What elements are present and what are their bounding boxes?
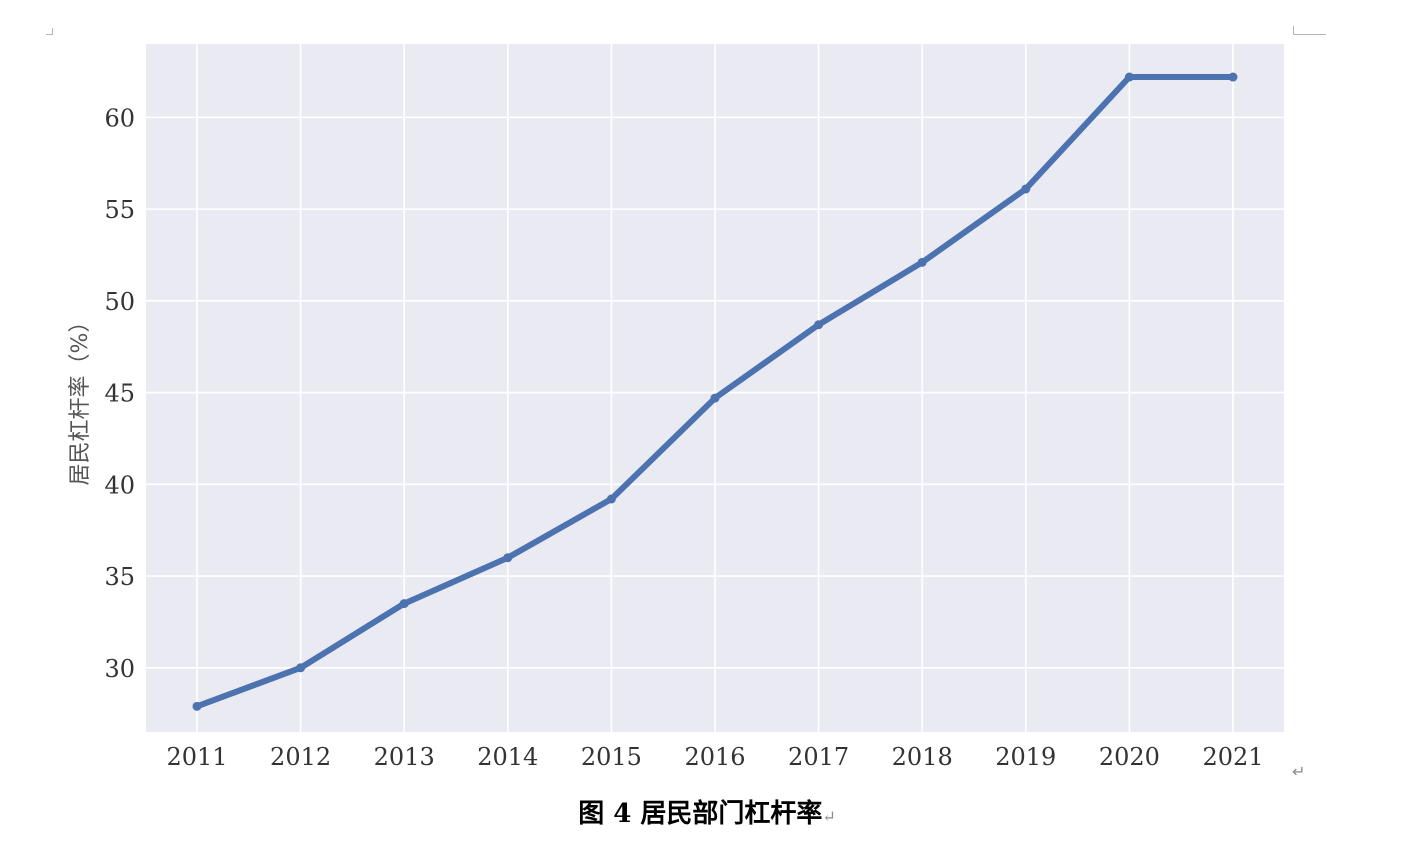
data-point xyxy=(710,393,720,403)
x-tick-label: 2012 xyxy=(270,743,331,771)
data-point xyxy=(1124,72,1134,82)
y-tick-label: 50 xyxy=(104,288,135,316)
x-tick-label: 2016 xyxy=(684,743,745,771)
data-point xyxy=(606,494,616,504)
x-tick-label: 2011 xyxy=(166,743,227,771)
x-tick-label: 2019 xyxy=(995,743,1056,771)
y-tick-label: 60 xyxy=(104,104,135,132)
data-point xyxy=(192,701,202,711)
x-tick-label: 2020 xyxy=(1099,743,1160,771)
caption-text: 图 4 居民部门杠杆率 xyxy=(578,799,823,829)
grid-lines xyxy=(146,44,1284,732)
y-tick-label: 45 xyxy=(104,380,135,408)
corner-mark-top-left xyxy=(46,28,53,35)
y-tick-labels: 30 35 40 45 50 55 60 xyxy=(104,104,135,682)
paragraph-mark: ↵ xyxy=(822,807,836,826)
data-point xyxy=(503,553,513,563)
paragraph-mark-chart: ↵ xyxy=(1292,762,1306,781)
y-tick-label: 55 xyxy=(104,196,135,224)
y-tick-label: 30 xyxy=(104,655,135,683)
data-point xyxy=(296,663,306,673)
data-point xyxy=(814,320,824,330)
figure-caption: 图 4 居民部门杠杆率↵ xyxy=(0,793,1414,830)
x-tick-label: 2013 xyxy=(374,743,435,771)
x-tick-label: 2017 xyxy=(788,743,849,771)
y-axis-label: 居民杠杆率（%） xyxy=(68,311,93,486)
x-tick-label: 2021 xyxy=(1202,743,1263,771)
y-tick-label: 40 xyxy=(104,471,135,499)
x-tick-label: 2018 xyxy=(892,743,953,771)
corner-mark-top-right xyxy=(1293,26,1326,35)
data-point xyxy=(399,599,409,609)
data-markers xyxy=(192,72,1238,711)
data-point xyxy=(917,257,927,267)
y-tick-label: 35 xyxy=(104,563,135,591)
data-point xyxy=(1021,184,1031,194)
x-tick-label: 2014 xyxy=(477,743,538,771)
x-tick-labels: 2011 2012 2013 2014 2015 2016 2017 2018 2019 2020… xyxy=(166,743,1263,771)
data-point xyxy=(1228,72,1238,82)
x-tick-label: 2015 xyxy=(581,743,642,771)
